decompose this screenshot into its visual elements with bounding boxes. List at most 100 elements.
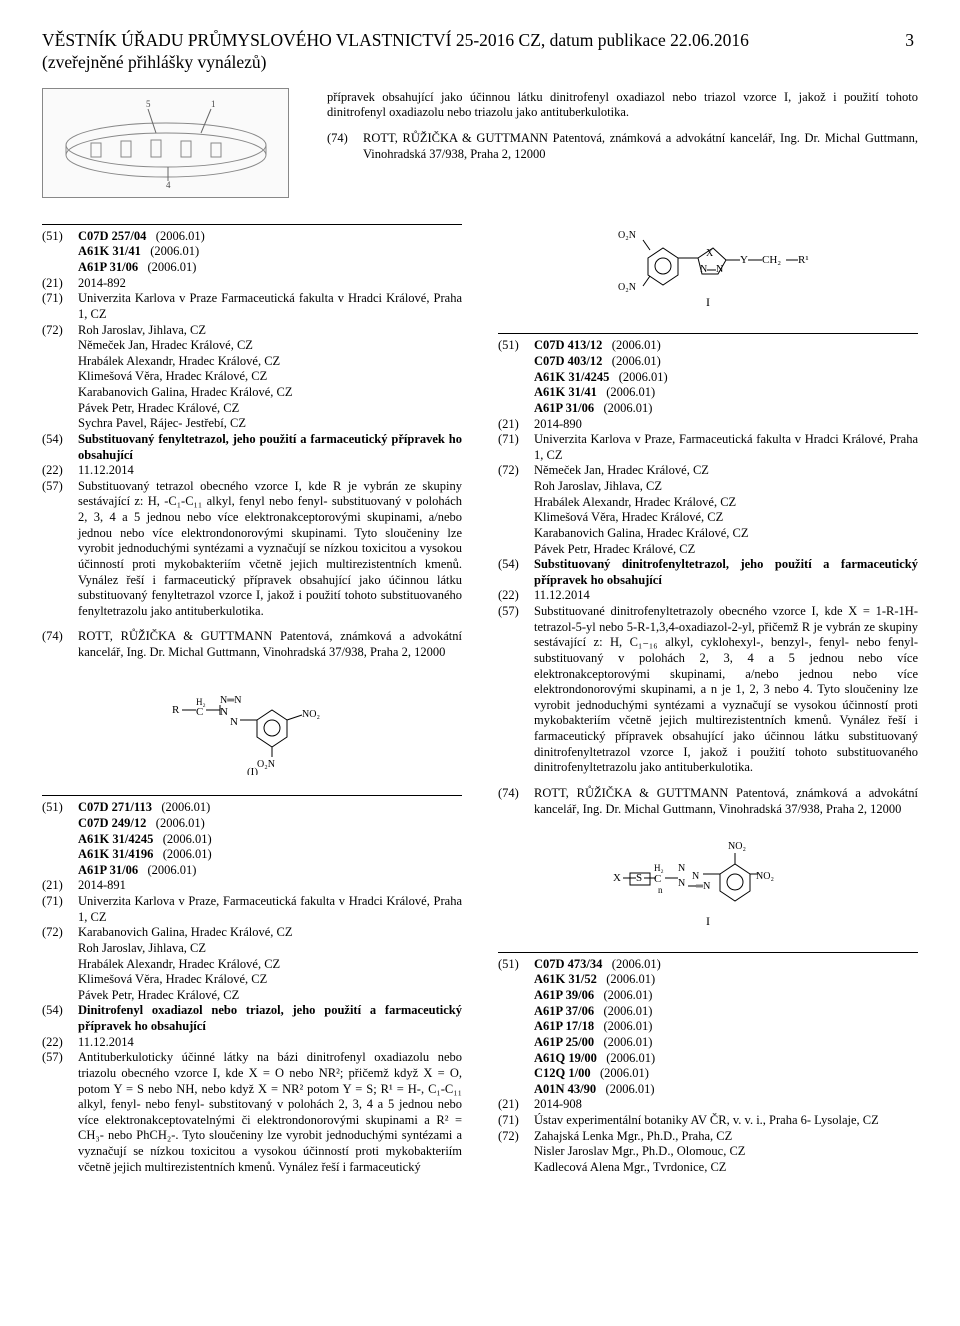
- inventors: Zahajská Lenka Mgr., Ph.D., Praha, CZNis…: [534, 1129, 918, 1176]
- value-71: Univerzita Karlova v Praze Farmaceutická…: [78, 291, 462, 322]
- value-21: 2014-892: [78, 276, 462, 292]
- ipc-class: C07D 473/34 (2006.01): [534, 957, 918, 973]
- code-71: (71): [42, 894, 78, 925]
- svg-text:I: I: [706, 295, 710, 309]
- inventors: Karabanovich Galina, Hradec Králové, CZR…: [78, 925, 462, 1003]
- code-51: [42, 244, 78, 260]
- ipc-class: A61P 17/18 (2006.01): [534, 1019, 918, 1035]
- inventor: Hrabálek Alexandr, Hradec Králové, CZ: [534, 495, 918, 511]
- svg-text:(I): (I): [247, 766, 258, 775]
- svg-text:CH₂: CH₂: [762, 254, 781, 266]
- title-54: Dinitrofenyl oxadiazol nebo triazol, jeh…: [78, 1003, 462, 1034]
- code-51: [42, 847, 78, 863]
- svg-text:R¹: R¹: [798, 254, 809, 266]
- code-51: [498, 401, 534, 417]
- attorney-74: ROTT, RŮŽIČKA & GUTTMANN Patentová, znám…: [78, 629, 462, 660]
- inventor: Roh Jaroslav, Jihlava, CZ: [78, 941, 462, 957]
- code-54: (54): [42, 432, 78, 463]
- inventor: Kadlecová Alena Mgr., Tvrdonice, CZ: [534, 1160, 918, 1176]
- inventor: Pávek Petr, Hradec Králové, CZ: [534, 542, 918, 558]
- code-51: [498, 385, 534, 401]
- code-22: (22): [42, 463, 78, 479]
- code-51: (51): [498, 338, 534, 354]
- code-51: [42, 832, 78, 848]
- svg-text:4: 4: [166, 180, 171, 190]
- code-74: (74): [42, 629, 78, 660]
- ipc-class: A61K 31/41 (2006.01): [78, 244, 462, 260]
- inventor: Němeček Jan, Hradec Králové, CZ: [78, 338, 462, 354]
- abstract-57: Antituberkuloticky účinné látky na bázi …: [78, 1050, 462, 1175]
- code-57: (57): [42, 1050, 78, 1175]
- code-51: [498, 354, 534, 370]
- code-51: [498, 1004, 534, 1020]
- svg-text:X: X: [706, 248, 714, 259]
- value-71: Univerzita Karlova v Praze, Farmaceutick…: [534, 432, 918, 463]
- svg-text:C: C: [654, 873, 661, 885]
- title-54: Substituovaný dinitrofenyltetrazol, jeho…: [534, 557, 918, 588]
- svg-text:X: X: [613, 872, 621, 884]
- inventors: Roh Jaroslav, Jihlava, CZNěmeček Jan, Hr…: [78, 323, 462, 432]
- inventors: Němeček Jan, Hradec Králové, CZRoh Jaros…: [534, 463, 918, 557]
- svg-text:n: n: [658, 885, 663, 895]
- ipc-class: A61Q 19/00 (2006.01): [534, 1051, 918, 1067]
- svg-text:N: N: [230, 716, 238, 728]
- inventor: Zahajská Lenka Mgr., Ph.D., Praha, CZ: [534, 1129, 918, 1145]
- ipc-class: A61K 31/41 (2006.01): [534, 385, 918, 401]
- attorney-74: ROTT, RŮŽIČKA & GUTTMANN Patentová, znám…: [534, 786, 918, 817]
- patent-entry: (51)C07D 271/113 (2006.01)C07D 249/12 (2…: [42, 795, 462, 1175]
- title-54: Substituovaný fenyltetrazol, jeho použit…: [78, 432, 462, 463]
- inventor: Klimešová Věra, Hradec Králové, CZ: [78, 369, 462, 385]
- ipc-class: A01N 43/90 (2006.01): [534, 1082, 918, 1098]
- svg-text:N═N: N═N: [220, 695, 242, 706]
- svg-text:N: N: [678, 863, 685, 874]
- header-line2: (zveřejněné přihlášky vynálezů): [42, 52, 266, 72]
- code-22: (22): [42, 1035, 78, 1051]
- inventor: Karabanovich Galina, Hradec Králové, CZ: [78, 925, 462, 941]
- ipc-class: A61P 25/00 (2006.01): [534, 1035, 918, 1051]
- patent-entry: (51)C07D 473/34 (2006.01)A61K 31/52 (200…: [498, 952, 918, 1176]
- svg-text:N: N: [700, 264, 707, 275]
- svg-text:O₂N: O₂N: [257, 759, 275, 770]
- code-51: [498, 1066, 534, 1082]
- inventor: Hrabálek Alexandr, Hradec Králové, CZ: [78, 957, 462, 973]
- inventor: Nisler Jaroslav Mgr., Ph.D., Olomouc, CZ: [534, 1144, 918, 1160]
- svg-text:O₂N: O₂N: [618, 282, 636, 293]
- value-71: Univerzita Karlova v Praze, Farmaceutick…: [78, 894, 462, 925]
- chemical-structure: O₂N O₂N X N N Y CH₂ R¹ I: [498, 218, 918, 318]
- ipc-class: C07D 257/04 (2006.01): [78, 229, 462, 245]
- attorney: ROTT, RŮŽIČKA & GUTTMANN Patentová, znám…: [363, 131, 918, 162]
- value-22: 11.12.2014: [78, 1035, 462, 1051]
- code-71: (71): [498, 432, 534, 463]
- ipc-class: C07D 271/113 (2006.01): [78, 800, 462, 816]
- top-section: 1 5 4 přípravek obsahující jako účinnou …: [42, 88, 918, 198]
- header-line1: VĚSTNÍK ÚŘADU PRŮMYSLOVÉHO VLASTNICTVÍ 2…: [42, 30, 749, 50]
- svg-text:R: R: [172, 704, 180, 716]
- patent-entry: (51)C07D 413/12 (2006.01)C07D 403/12 (20…: [498, 333, 918, 935]
- svg-text:S: S: [636, 872, 642, 884]
- svg-text:5: 5: [146, 99, 151, 109]
- ipc-class: C12Q 1/00 (2006.01): [534, 1066, 918, 1082]
- code-54: (54): [498, 557, 534, 588]
- code-21: (21): [498, 417, 534, 433]
- svg-text:NO₂: NO₂: [756, 871, 774, 882]
- inventor: Roh Jaroslav, Jihlava, CZ: [534, 479, 918, 495]
- value-21: 2014-890: [534, 417, 918, 433]
- code-21: (21): [498, 1097, 534, 1113]
- abstract-57: Substituované dinitrofenyltetrazoly obec…: [534, 604, 918, 776]
- ipc-class: A61K 31/4196 (2006.01): [78, 847, 462, 863]
- chemical-structure: X S H₂ C n N N N ═N NO: [498, 831, 918, 936]
- ipc-class: A61P 31/06 (2006.01): [534, 401, 918, 417]
- svg-text:Y: Y: [740, 254, 748, 266]
- code-71: (71): [498, 1113, 534, 1129]
- code-51: [498, 1035, 534, 1051]
- right-column: O₂N O₂N X N N Y CH₂ R¹ I: [498, 218, 918, 1190]
- top-paragraph: přípravek obsahující jako účinnou látku …: [327, 90, 918, 121]
- ipc-class: C07D 249/12 (2006.01): [78, 816, 462, 832]
- code-51: [498, 370, 534, 386]
- code-21: (21): [42, 878, 78, 894]
- inventor: Karabanovich Galina, Hradec Králové, CZ: [534, 526, 918, 542]
- ipc-class: A61P 37/06 (2006.01): [534, 1004, 918, 1020]
- code-51: [42, 260, 78, 276]
- code-71: (71): [42, 291, 78, 322]
- code-51: (51): [42, 800, 78, 816]
